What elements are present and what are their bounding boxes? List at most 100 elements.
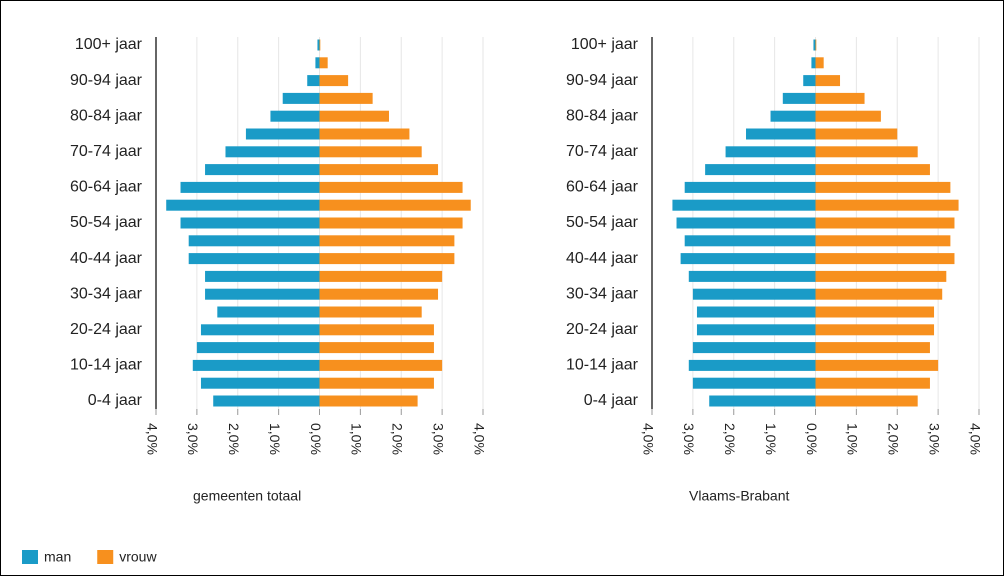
bar	[319, 110, 389, 122]
y-tick-label: 0-4 jaar	[584, 392, 639, 409]
x-tick-label: 4,0%	[471, 423, 487, 455]
bar	[688, 270, 816, 282]
bar	[815, 253, 955, 265]
y-tick-label: 90-94 jaar	[70, 72, 143, 89]
bar	[815, 92, 865, 104]
bar	[245, 128, 320, 140]
bar	[319, 181, 463, 193]
bar	[815, 306, 935, 318]
bar	[319, 92, 373, 104]
x-axis-label: Vlaams-Brabant	[689, 488, 789, 504]
bar	[319, 146, 422, 158]
bar	[803, 75, 816, 87]
bar	[319, 359, 443, 371]
bar	[815, 75, 841, 87]
y-tick-label: 60-64 jaar	[70, 179, 143, 196]
y-tick-label: 40-44 jaar	[70, 250, 143, 267]
bar	[815, 146, 918, 158]
x-axis-label: gemeenten totaal	[193, 488, 301, 504]
x-tick-label: 3,0%	[926, 423, 942, 455]
x-tick-label: 2,0%	[226, 423, 242, 455]
x-tick-label: 4,0%	[144, 423, 160, 455]
bar	[188, 235, 320, 247]
bar	[270, 110, 320, 122]
bar	[770, 110, 816, 122]
y-tick-label: 80-84 jaar	[70, 107, 143, 124]
y-tick-label: 80-84 jaar	[566, 107, 639, 124]
legend-swatch	[22, 550, 38, 564]
bar	[709, 395, 816, 407]
y-tick-label: 30-34 jaar	[566, 285, 639, 302]
bar	[815, 39, 817, 51]
y-tick-label: 50-54 jaar	[70, 214, 143, 231]
bar	[672, 199, 816, 211]
bar	[317, 39, 320, 51]
bar	[180, 217, 320, 229]
x-tick-label: 1,0%	[267, 423, 283, 455]
legend-label: vrouw	[119, 549, 157, 565]
bar	[166, 199, 320, 211]
bar	[205, 164, 320, 176]
x-tick-label: 3,0%	[430, 423, 446, 455]
bar	[811, 57, 816, 69]
bar	[319, 128, 410, 140]
bar	[696, 306, 816, 318]
bar	[815, 270, 947, 282]
bar	[319, 377, 434, 389]
bar	[815, 324, 935, 336]
bar	[815, 342, 930, 354]
y-tick-label: 100+ jaar	[75, 36, 143, 53]
y-tick-label: 70-74 jaar	[70, 143, 143, 160]
bar	[319, 39, 321, 51]
bar	[692, 377, 816, 389]
bar	[319, 164, 439, 176]
x-tick-label: 0,0%	[308, 423, 324, 455]
y-tick-label: 90-94 jaar	[566, 72, 639, 89]
x-tick-label: 2,0%	[886, 423, 902, 455]
bar	[205, 270, 320, 282]
x-tick-label: 1,0%	[763, 423, 779, 455]
y-tick-label: 10-14 jaar	[566, 357, 639, 374]
x-tick-label: 3,0%	[185, 423, 201, 455]
bar	[319, 235, 455, 247]
bar	[692, 342, 816, 354]
bar	[319, 217, 463, 229]
bar	[225, 146, 320, 158]
bar	[319, 75, 349, 87]
bar	[319, 288, 439, 300]
bar	[200, 377, 320, 389]
bar	[180, 181, 320, 193]
bar	[815, 110, 881, 122]
bar	[217, 306, 320, 318]
x-tick-label: 2,0%	[390, 423, 406, 455]
bar	[696, 324, 816, 336]
y-tick-label: 10-14 jaar	[70, 357, 143, 374]
x-tick-label: 1,0%	[845, 423, 861, 455]
x-tick-label: 3,0%	[681, 423, 697, 455]
bar	[188, 253, 320, 265]
x-tick-label: 0,0%	[804, 423, 820, 455]
bar	[192, 359, 320, 371]
bar	[213, 395, 320, 407]
bar	[815, 181, 951, 193]
bar	[684, 235, 816, 247]
y-tick-label: 30-34 jaar	[70, 285, 143, 302]
y-tick-label: 40-44 jaar	[566, 250, 639, 267]
bar	[815, 235, 951, 247]
bar	[315, 57, 320, 69]
x-tick-label: 2,0%	[722, 423, 738, 455]
bar	[746, 128, 816, 140]
y-tick-label: 20-24 jaar	[566, 321, 639, 338]
bar	[815, 377, 930, 389]
bar	[705, 164, 816, 176]
bar	[815, 57, 824, 69]
bar	[688, 359, 816, 371]
bar	[319, 253, 455, 265]
x-tick-label: 4,0%	[967, 423, 983, 455]
y-tick-label: 70-74 jaar	[566, 143, 639, 160]
y-tick-label: 60-64 jaar	[566, 179, 639, 196]
y-tick-label: 50-54 jaar	[566, 214, 639, 231]
bar	[684, 181, 816, 193]
